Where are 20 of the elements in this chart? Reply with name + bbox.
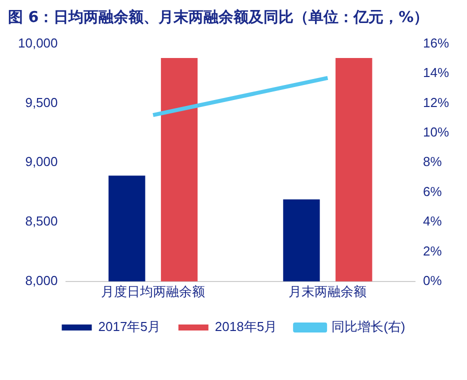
legend-label: 2017年5月: [98, 319, 160, 334]
y2-tick-label: 14%: [422, 65, 450, 80]
y-tick-label: 10,000: [18, 35, 58, 50]
legend-label: 2018年5月: [214, 319, 278, 334]
y-tick-label: 9,500: [25, 94, 58, 110]
y2-tick-label: 16%: [422, 35, 450, 50]
y2-tick-label: 8%: [422, 154, 442, 170]
y2-tick-label: 6%: [422, 184, 442, 199]
y2-tick-label: 4%: [422, 214, 442, 229]
y-tick-label: 8,500: [25, 214, 58, 229]
y-tick-label: 9,000: [25, 154, 58, 170]
y2-tick-label: 2%: [422, 243, 442, 258]
y2-tick-label: 0%: [422, 272, 442, 288]
x-tick-label: 月度日均两融余额: [101, 284, 206, 299]
chart-title: 图 6：日均两融余额、月末两融余额及同比（单位：亿元，%）: [7, 7, 430, 28]
y2-tick-label: 12%: [422, 94, 450, 110]
legend-label: 同比增长(右): [332, 319, 406, 334]
y2-tick-label: 10%: [422, 124, 450, 140]
x-tick-label: 月末两融余额: [288, 284, 367, 299]
y-tick-label: 8,000: [25, 272, 58, 288]
